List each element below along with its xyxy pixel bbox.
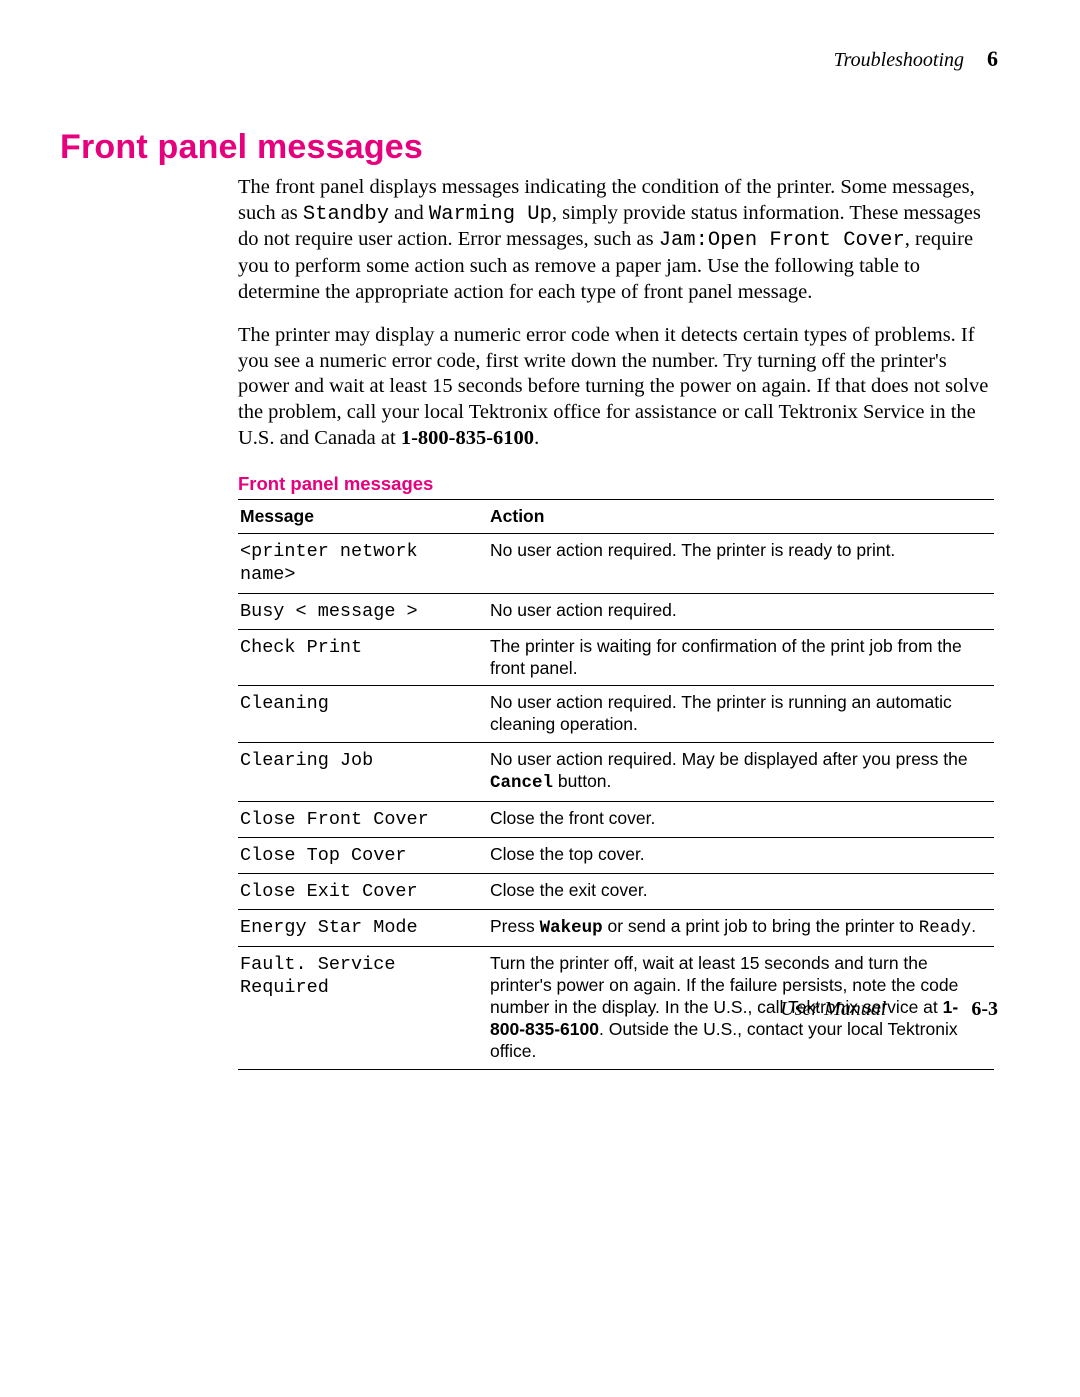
action-cell: No user action required. The printer is … bbox=[488, 686, 994, 743]
page-footer: User Manual 6-3 bbox=[780, 998, 998, 1021]
code-text: Jam:Open Front Cover bbox=[659, 229, 905, 252]
text: No user action required. May be displaye… bbox=[490, 749, 968, 769]
message-cell: Clearing Job bbox=[238, 743, 488, 802]
action-cell: No user action required. May be displaye… bbox=[488, 743, 994, 802]
chapter-title: Troubleshooting bbox=[834, 49, 964, 71]
table-row: Busy < message > No user action required… bbox=[238, 593, 994, 629]
action-cell: No user action required. bbox=[488, 593, 994, 629]
text: . bbox=[534, 427, 539, 449]
section-title: Front panel messages bbox=[60, 128, 998, 167]
text: The printer may display a numeric error … bbox=[238, 324, 988, 449]
col-header-action: Action bbox=[488, 500, 994, 534]
action-cell: Press Wakeup or send a print job to brin… bbox=[488, 910, 994, 947]
table-header-row: Message Action bbox=[238, 500, 994, 534]
chapter-number: 6 bbox=[987, 46, 998, 71]
action-cell: Close the exit cover. bbox=[488, 874, 994, 910]
text: Press bbox=[490, 916, 540, 936]
table-caption: Front panel messages bbox=[238, 473, 994, 495]
bold-code-text: Cancel bbox=[490, 773, 553, 793]
table-row: Clearing Job No user action required. Ma… bbox=[238, 743, 994, 802]
code-text: Warming Up bbox=[429, 203, 552, 226]
intro-paragraph-2: The printer may display a numeric error … bbox=[238, 323, 994, 451]
table-row: Energy Star Mode Press Wakeup or send a … bbox=[238, 910, 994, 947]
action-cell: The printer is waiting for confirmation … bbox=[488, 629, 994, 686]
page-number: 6-3 bbox=[971, 998, 998, 1020]
table-row: Close Top Cover Close the top cover. bbox=[238, 838, 994, 874]
table-row: Close Front Cover Close the front cover. bbox=[238, 801, 994, 837]
text: . bbox=[971, 916, 976, 936]
message-cell: Energy Star Mode bbox=[238, 910, 488, 947]
message-cell: Close Exit Cover bbox=[238, 874, 488, 910]
message-cell: Cleaning bbox=[238, 686, 488, 743]
phone-number: 1-800-835-6100 bbox=[401, 427, 534, 449]
message-cell: <printer network name> bbox=[238, 534, 488, 593]
action-cell: Close the front cover. bbox=[488, 801, 994, 837]
text: or send a print job to bring the printer… bbox=[603, 916, 919, 936]
bold-code-text: Wakeup bbox=[540, 918, 603, 938]
page: Troubleshooting 6 Front panel messages T… bbox=[0, 0, 1080, 1110]
message-cell: Close Top Cover bbox=[238, 838, 488, 874]
table-row: Close Exit Cover Close the exit cover. bbox=[238, 874, 994, 910]
running-header: Troubleshooting 6 bbox=[60, 46, 998, 72]
table-row: Check Print The printer is waiting for c… bbox=[238, 629, 994, 686]
messages-table: Message Action <printer network name> No… bbox=[238, 499, 994, 1069]
code-text: Ready bbox=[919, 918, 972, 938]
text: and bbox=[389, 202, 429, 224]
message-cell: Busy < message > bbox=[238, 593, 488, 629]
table-row: <printer network name> No user action re… bbox=[238, 534, 994, 593]
table-row: Cleaning No user action required. The pr… bbox=[238, 686, 994, 743]
code-text: Standby bbox=[303, 203, 389, 226]
action-cell: Close the top cover. bbox=[488, 838, 994, 874]
message-cell: Close Front Cover bbox=[238, 801, 488, 837]
message-cell: Fault. Service Required bbox=[238, 947, 488, 1069]
footer-label: User Manual bbox=[780, 998, 886, 1020]
col-header-message: Message bbox=[238, 500, 488, 534]
text: button. bbox=[553, 771, 611, 791]
action-cell: No user action required. The printer is … bbox=[488, 534, 994, 593]
intro-paragraph-1: The front panel displays messages indica… bbox=[238, 175, 994, 305]
body-column: The front panel displays messages indica… bbox=[238, 175, 994, 1070]
message-cell: Check Print bbox=[238, 629, 488, 686]
